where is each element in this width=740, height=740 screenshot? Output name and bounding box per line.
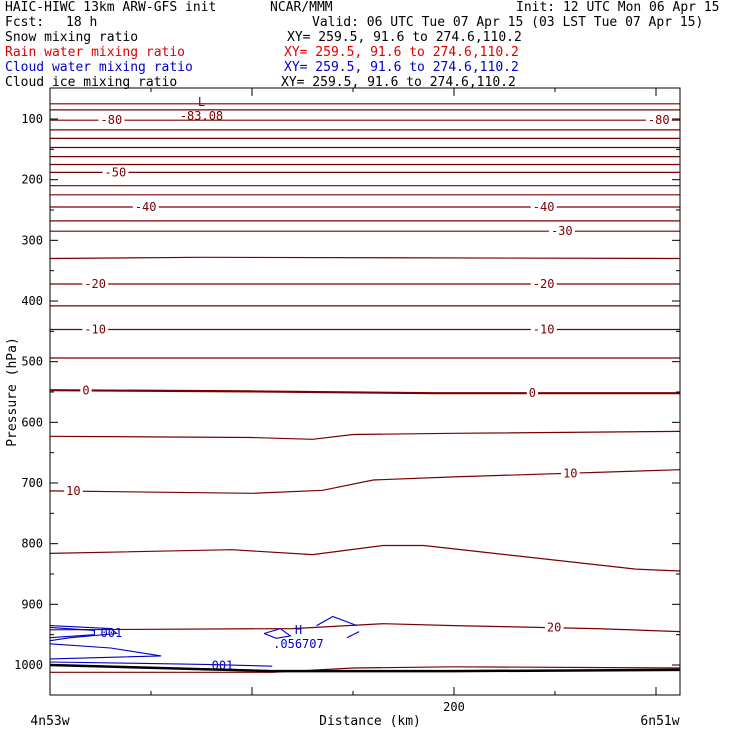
y-tick-label: 900 (21, 597, 43, 611)
field-rain-xy: XY= 259.5, 91.6 to 274.6,110.2 (284, 45, 519, 60)
temperature-contour-label: 10 (563, 466, 577, 480)
temperature-contour-label: -20 (84, 277, 106, 291)
temperature-contour-label: -80 (648, 113, 670, 127)
contour-label-bg (82, 323, 109, 336)
cloud-water-contour (50, 661, 273, 667)
field-snow-xy: XY= 259.5, 91.6 to 274.6,110.2 (287, 30, 522, 45)
x-tick-label: 200 (443, 700, 465, 714)
contour-label-bg (526, 387, 539, 400)
contour-label-bg (64, 485, 83, 498)
cloud-water-contour-label: 001 (101, 626, 123, 640)
left-endpoint-label: 4n53w (30, 714, 69, 729)
cloud-water-contour (263, 627, 292, 639)
contour-label-bg (98, 114, 125, 127)
temperature-contour (50, 389, 680, 395)
temperature-contour-label: 10 (66, 484, 80, 498)
temperature-contour-label: 0 (529, 386, 536, 400)
org-label: NCAR/MMM (270, 0, 333, 15)
field-rain-name: Rain water mixing ratio (5, 45, 186, 60)
temperature-contour-label: -30 (551, 224, 573, 238)
forecast-label: Fcst: (5, 15, 45, 30)
temperature-contour-label: 20 (547, 621, 561, 635)
contour-label-bg (132, 200, 159, 213)
valid-time: Valid: 06 UTC Tue 07 Apr 15 (03 LST Tue … (312, 15, 704, 30)
x-axis-title: Distance (km) (319, 714, 421, 729)
cloud-water-contour (50, 625, 119, 642)
temperature-contour-label: -40 (135, 200, 157, 214)
terrain-line (49, 663, 681, 673)
field-cloud-ice-name: Cloud ice mixing ratio (5, 75, 178, 90)
high-value: .056707 (273, 637, 324, 651)
cloud-water-contour (346, 631, 360, 639)
right-endpoint-label: 6n51w (640, 714, 679, 729)
y-tick-label: 600 (21, 415, 43, 429)
temperature-contour-label: -50 (105, 165, 127, 179)
init-time: Init: 12 UTC Mon 06 Apr 15 (516, 0, 720, 15)
temperature-contour-label: -20 (533, 277, 555, 291)
field-cloud-ice-xy: XY= 259.5, 91.6 to 274.6,110.2 (281, 75, 516, 90)
contour-label-bg (530, 323, 557, 336)
temperature-contour-label: -10 (533, 323, 555, 337)
y-tick-label: 1000 (14, 658, 43, 672)
contour-label-bg (530, 200, 557, 213)
y-axis-title: Pressure (hPa) (5, 337, 20, 447)
y-tick-label: 700 (21, 476, 43, 490)
field-snow-name: Snow mixing ratio (5, 30, 139, 45)
temperature-contour-label: -80 (101, 113, 123, 127)
model-title: HAIC-HIWC 13km ARW-GFS init (5, 0, 217, 15)
contour-label-bg (645, 114, 672, 127)
temperature-contour-label: 0 (82, 383, 89, 397)
y-tick-label: 100 (21, 112, 43, 126)
temperature-contour (50, 256, 680, 260)
y-tick-label: 200 (21, 173, 43, 187)
temperature-contour (50, 666, 680, 673)
temperature-contour-label: -40 (533, 200, 555, 214)
contour-label-bg (82, 278, 109, 291)
field-cloud-water-name: Cloud water mixing ratio (5, 60, 193, 75)
temperature-contour (50, 430, 680, 440)
temperature-contour (50, 623, 680, 633)
contour-label-bg (544, 621, 564, 634)
cloud-water-contour (316, 615, 358, 627)
y-tick-label: 300 (21, 233, 43, 247)
field-cloud-water-xy: XY= 259.5, 91.6 to 274.6,110.2 (284, 60, 519, 75)
contour-label-bg (80, 384, 92, 397)
y-tick-label: 500 (21, 355, 43, 369)
cloud-water-contour (50, 643, 162, 660)
low-marker: L (198, 95, 205, 109)
contour-label-bg (548, 225, 575, 238)
cloud-water-contour (50, 626, 95, 639)
low-value: -83.08 (180, 109, 223, 123)
contour-label-bg (102, 166, 129, 179)
contour-label-bg (561, 467, 580, 480)
y-tick-label: 400 (21, 294, 43, 308)
contour-label-bg (530, 278, 557, 291)
temperature-contour-label: -10 (84, 323, 106, 337)
high-marker: H (295, 623, 302, 637)
y-tick-label: 800 (21, 537, 43, 551)
forecast-hour: 18 h (66, 15, 98, 30)
temperature-contour (50, 544, 680, 572)
temperature-contour (50, 469, 680, 494)
